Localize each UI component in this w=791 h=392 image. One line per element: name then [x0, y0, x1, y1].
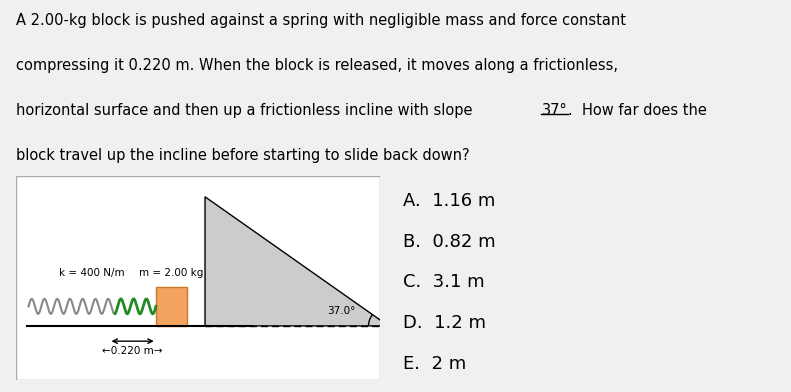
Text: D.  1.2 m: D. 1.2 m [403, 314, 486, 332]
Text: C.  3.1 m: C. 3.1 m [403, 273, 485, 291]
Text: block travel up the incline before starting to slide back down?: block travel up the incline before start… [16, 147, 469, 163]
Text: B.  0.82 m: B. 0.82 m [403, 232, 496, 250]
Text: k = 400 N/m: k = 400 N/m [59, 268, 125, 278]
Polygon shape [205, 197, 388, 326]
Text: m = 2.00 kg: m = 2.00 kg [139, 268, 203, 278]
Text: compressing it 0.220 m. When the block is released, it moves along a frictionles: compressing it 0.220 m. When the block i… [16, 58, 618, 73]
Text: horizontal surface and then up a frictionless incline with slope: horizontal surface and then up a frictio… [16, 103, 477, 118]
Text: 37.0°: 37.0° [327, 306, 355, 316]
Text: 37°: 37° [542, 103, 567, 118]
Bar [156, 287, 187, 326]
Text: ←0.220 m→: ←0.220 m→ [102, 346, 162, 356]
Text: E.  2 m: E. 2 m [403, 355, 467, 373]
Text: A 2.00-kg block is pushed against a spring with negligible mass and force consta: A 2.00-kg block is pushed against a spri… [16, 13, 626, 28]
Text: A.  1.16 m: A. 1.16 m [403, 192, 496, 210]
Text: .  How far does the: . How far does the [568, 103, 707, 118]
